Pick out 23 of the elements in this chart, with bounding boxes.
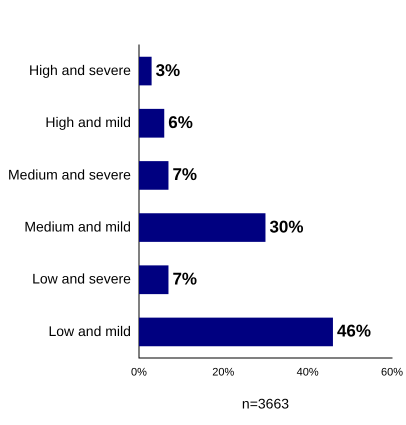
- data-label: 6%: [168, 112, 193, 132]
- bar: [138, 265, 168, 294]
- x-axis-title: n=3663: [242, 395, 290, 412]
- y-tick-label: Low and mild: [48, 322, 131, 339]
- data-label: 7%: [172, 269, 198, 288]
- x-tick-label: 0%: [131, 366, 148, 379]
- data-label: 46%: [336, 322, 371, 341]
- data-label: 7%: [172, 165, 198, 184]
- x-tick-label: 20%: [212, 366, 235, 379]
- y-tick-label: Low and severe: [32, 270, 132, 287]
- data-label: 3%: [156, 60, 180, 80]
- bar: [138, 108, 164, 138]
- bar: [138, 213, 266, 242]
- y-tick-label: Medium and severe: [8, 166, 132, 182]
- bar: [138, 318, 333, 346]
- y-tick-label: High and severe: [29, 62, 132, 78]
- data-label: 30%: [269, 217, 304, 236]
- y-tick-label: Medium and mild: [24, 218, 131, 234]
- x-tick-label: 40%: [296, 366, 319, 379]
- bar: [138, 161, 168, 190]
- bar: [138, 56, 152, 86]
- x-tick-label: 60%: [380, 366, 404, 379]
- y-tick-label: High and mild: [45, 114, 131, 130]
